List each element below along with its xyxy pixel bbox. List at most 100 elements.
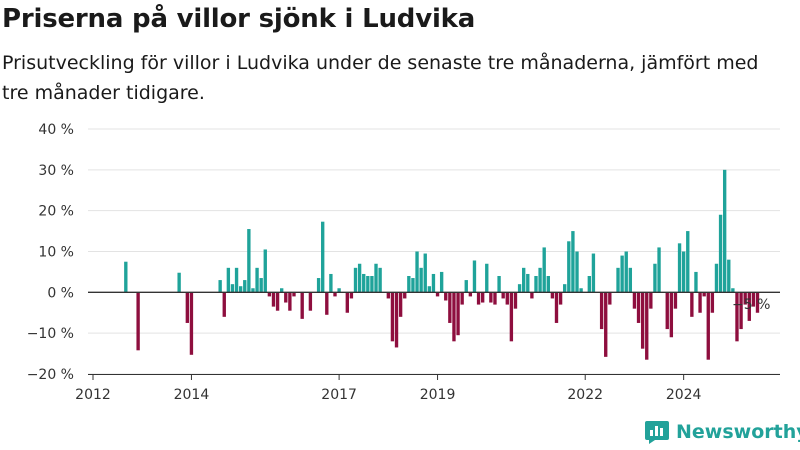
- bar: [263, 249, 267, 293]
- x-axis: 2012 2014 2017 2019 2022 2024: [75, 291, 780, 403]
- bar: [571, 231, 575, 293]
- bar: [415, 251, 419, 293]
- bar: [686, 231, 690, 293]
- bar: [497, 276, 501, 293]
- bar: [247, 229, 251, 293]
- bar: [275, 292, 280, 311]
- bar: [431, 273, 436, 293]
- bar: [554, 292, 559, 323]
- bar: [280, 288, 284, 293]
- bar: [288, 292, 292, 311]
- bar: [665, 292, 669, 330]
- bar: [448, 292, 452, 323]
- bar: [218, 280, 222, 293]
- bar: [735, 292, 739, 342]
- bar: [271, 292, 276, 307]
- bar: [567, 241, 571, 293]
- bar: [727, 259, 731, 293]
- bar: [710, 292, 715, 313]
- y-tick-label: 20 %: [38, 204, 74, 220]
- bar: [591, 253, 596, 293]
- bar: [284, 292, 288, 303]
- bar: [751, 292, 756, 307]
- bar: [673, 292, 678, 309]
- bar: [505, 292, 509, 305]
- bar: [136, 292, 140, 351]
- bar: [698, 292, 702, 313]
- y-tick-label: −10 %: [27, 326, 74, 342]
- annotation: −5 %: [732, 297, 770, 313]
- bar: [329, 273, 333, 293]
- bar: [677, 243, 682, 293]
- bar: [226, 267, 231, 293]
- bar: [722, 169, 727, 293]
- x-tick-label: 2014: [174, 387, 210, 403]
- bar: [419, 267, 423, 293]
- y-tick-label: 40 %: [38, 122, 74, 138]
- bar: [534, 276, 538, 293]
- bar: [739, 292, 743, 330]
- bar: [628, 267, 633, 293]
- bar: [546, 276, 550, 293]
- bar: [345, 292, 349, 313]
- bar: [251, 288, 255, 293]
- bar: [513, 292, 518, 309]
- bar: [702, 292, 706, 297]
- bar: [632, 292, 637, 309]
- bar: [189, 292, 194, 355]
- bar: [587, 276, 591, 293]
- annotation-label: −5 %: [732, 297, 770, 313]
- bar: [238, 286, 243, 293]
- bar: [645, 292, 649, 360]
- bar: [292, 292, 296, 297]
- bar: [489, 292, 493, 303]
- bar: [452, 292, 456, 342]
- bar: [538, 267, 542, 293]
- bar: [300, 292, 304, 319]
- bar: [362, 273, 366, 293]
- bar: [620, 255, 624, 293]
- bar: [558, 292, 563, 305]
- bar: [743, 292, 747, 305]
- bar: [530, 292, 534, 299]
- bar: [460, 292, 464, 305]
- bar: [755, 292, 760, 313]
- bar: [321, 221, 325, 293]
- y-axis-labels: −20 % −10 % 0 % 10 % 20 % 30 % 40 %: [27, 122, 74, 383]
- bar: [608, 292, 612, 305]
- newsworthy-logo-icon: [645, 421, 669, 444]
- bar: [333, 292, 337, 297]
- bar: [325, 292, 329, 315]
- x-tick-label: 2019: [420, 387, 456, 403]
- bar: [731, 288, 735, 293]
- y-tick-label: 0 %: [47, 285, 74, 301]
- bar: [472, 260, 477, 293]
- bar: [599, 292, 604, 330]
- bar: [563, 284, 567, 293]
- bar: [390, 292, 395, 342]
- bar: [636, 292, 641, 323]
- bar: [690, 292, 694, 317]
- brand-logo: Newsworthy: [644, 419, 800, 445]
- bar: [259, 278, 263, 293]
- bar: [550, 292, 555, 299]
- bar: [681, 251, 686, 293]
- bar: [616, 267, 620, 293]
- bar: [378, 267, 382, 293]
- bar: [435, 292, 440, 297]
- bar: [517, 284, 522, 293]
- bar: [579, 288, 583, 293]
- bar: [640, 292, 645, 349]
- bar: [747, 292, 751, 321]
- y-tick-label: −20 %: [27, 367, 74, 383]
- bar: [468, 292, 473, 297]
- bar: [255, 267, 259, 293]
- bar: [509, 292, 514, 342]
- bar: [714, 263, 719, 293]
- bar: [337, 288, 341, 293]
- bar: [526, 273, 530, 293]
- bar: [624, 251, 628, 293]
- bar: [444, 292, 448, 301]
- bar: [357, 263, 362, 293]
